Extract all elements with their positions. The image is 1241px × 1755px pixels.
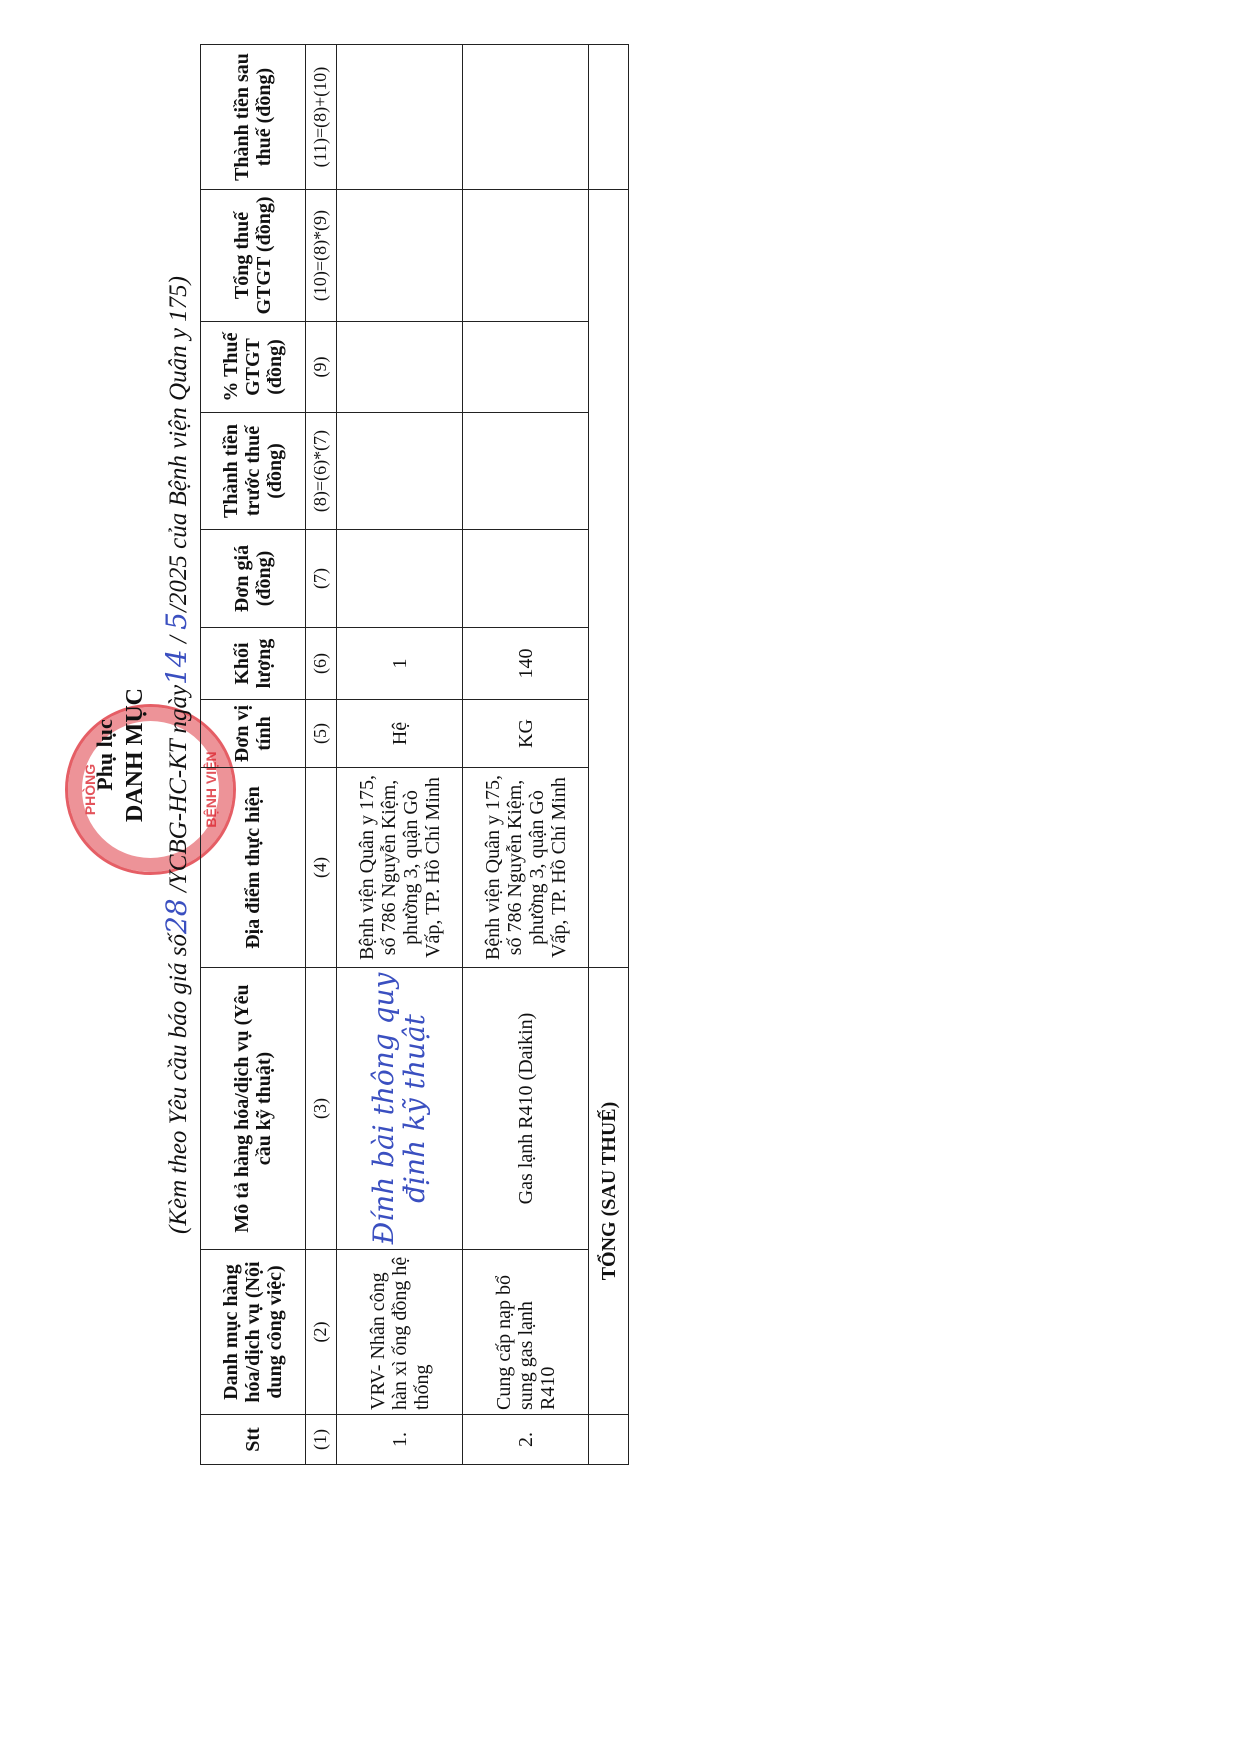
empty-cell — [588, 189, 629, 968]
col-number: (11)=(8)+(10) — [305, 44, 337, 190]
col-number: (6) — [305, 627, 337, 700]
empty-cell — [336, 412, 463, 530]
total-row: TỔNG (SAU THUẾ) — [588, 44, 629, 1465]
col-number: (8)=(6)*(7) — [305, 412, 337, 530]
col-header: Địa điểm thực hiện — [200, 767, 306, 968]
empty-cell — [336, 44, 463, 190]
col-number: (5) — [305, 699, 337, 768]
unit-cell: KG — [462, 699, 589, 768]
col-number: (10)=(8)*(9) — [305, 189, 337, 322]
handwritten-day: 14 — [160, 649, 193, 685]
location-cell: Bệnh viện Quân y 175, số 786 Nguyễn Kiệm… — [462, 767, 589, 968]
col-number: (4) — [305, 767, 337, 968]
col-header: Đơn vị tính — [200, 699, 306, 768]
stt-cell: 1. — [336, 1414, 463, 1465]
description-cell: Đính bài thông quy định kỹ thuật — [336, 967, 463, 1250]
goods-table: Stt Danh mục hàng hóa/dịch vụ (Nội dung … — [200, 44, 629, 1465]
qty-cell: 1 — [336, 627, 463, 700]
handwritten-note: Đính bài thông quy — [366, 972, 400, 1245]
stt-cell: 2. — [462, 1414, 589, 1465]
col-header: % Thuế GTGT (đồng) — [200, 321, 306, 413]
qty-cell: 140 — [462, 627, 589, 700]
description-cell: Gas lạnh R410 (Daikin) — [462, 967, 589, 1250]
item-cell: VRV- Nhân công hàn xì ống đồng hệ thống — [336, 1249, 463, 1415]
subtitle-text: (Kèm theo Yêu cầu báo giá số — [165, 934, 192, 1235]
col-number: (9) — [305, 321, 337, 413]
col-header: Stt — [200, 1414, 306, 1465]
empty-cell — [462, 321, 589, 413]
col-header: Thành tiền trước thuế (đồng) — [200, 412, 306, 530]
col-number: (3) — [305, 967, 337, 1250]
page-title: DANH MỤC — [122, 688, 148, 822]
item-cell: Cung cấp nạp bổ sung gas lạnh R410 — [462, 1249, 589, 1415]
col-header: Khối lượng — [200, 627, 306, 700]
appendix-label: Phụ lục — [92, 719, 117, 791]
col-header: Đơn giá (đồng) — [200, 529, 306, 628]
subtitle-text: /2025 của Bệnh viện Quân y 175) — [165, 276, 192, 613]
handwritten-month: 5 — [160, 612, 193, 630]
handwritten-number: 28 — [160, 898, 193, 935]
subtitle-text: /YCBG-HC-KT ngày — [165, 684, 192, 893]
table-row: 2. Cung cấp nạp bổ sung gas lạnh R410 Ga… — [462, 44, 589, 1465]
col-header: Danh mục hàng hóa/dịch vụ (Nội dung công… — [200, 1249, 306, 1415]
empty-cell — [462, 44, 589, 190]
header-row: Stt Danh mục hàng hóa/dịch vụ (Nội dung … — [200, 44, 306, 1465]
total-label: TỔNG (SAU THUẾ) — [588, 967, 629, 1415]
location-cell: Bệnh viện Quân y 175, số 786 Nguyễn Kiệm… — [336, 767, 463, 968]
empty-cell — [462, 189, 589, 322]
col-number: (1) — [305, 1414, 337, 1465]
empty-cell — [588, 1414, 629, 1465]
empty-cell — [462, 412, 589, 530]
unit-cell: Hệ — [336, 699, 463, 768]
col-header: Mô tả hàng hóa/dịch vụ (Yêu cầu kỹ thuật… — [200, 967, 306, 1250]
empty-cell — [336, 189, 463, 322]
empty-cell — [336, 529, 463, 628]
col-number: (2) — [305, 1249, 337, 1415]
total-value-cell — [588, 44, 629, 190]
handwritten-note: định kỹ thuật — [397, 1014, 431, 1203]
col-header: Thành tiền sau thuế (đồng) — [200, 44, 306, 190]
col-header: Tổng thuế GTGT (đồng) — [200, 189, 306, 322]
empty-cell — [336, 321, 463, 413]
col-number: (7) — [305, 529, 337, 628]
table-row: 1. VRV- Nhân công hàn xì ống đồng hệ thố… — [336, 44, 463, 1465]
empty-cell — [462, 529, 589, 628]
subtitle: (Kèm theo Yêu cầu báo giá số28 /YCBG-HC-… — [160, 276, 193, 1235]
column-number-row: (1) (2) (3) (4) (5) (6) (7) (8)=(6)*(7) … — [305, 44, 337, 1465]
